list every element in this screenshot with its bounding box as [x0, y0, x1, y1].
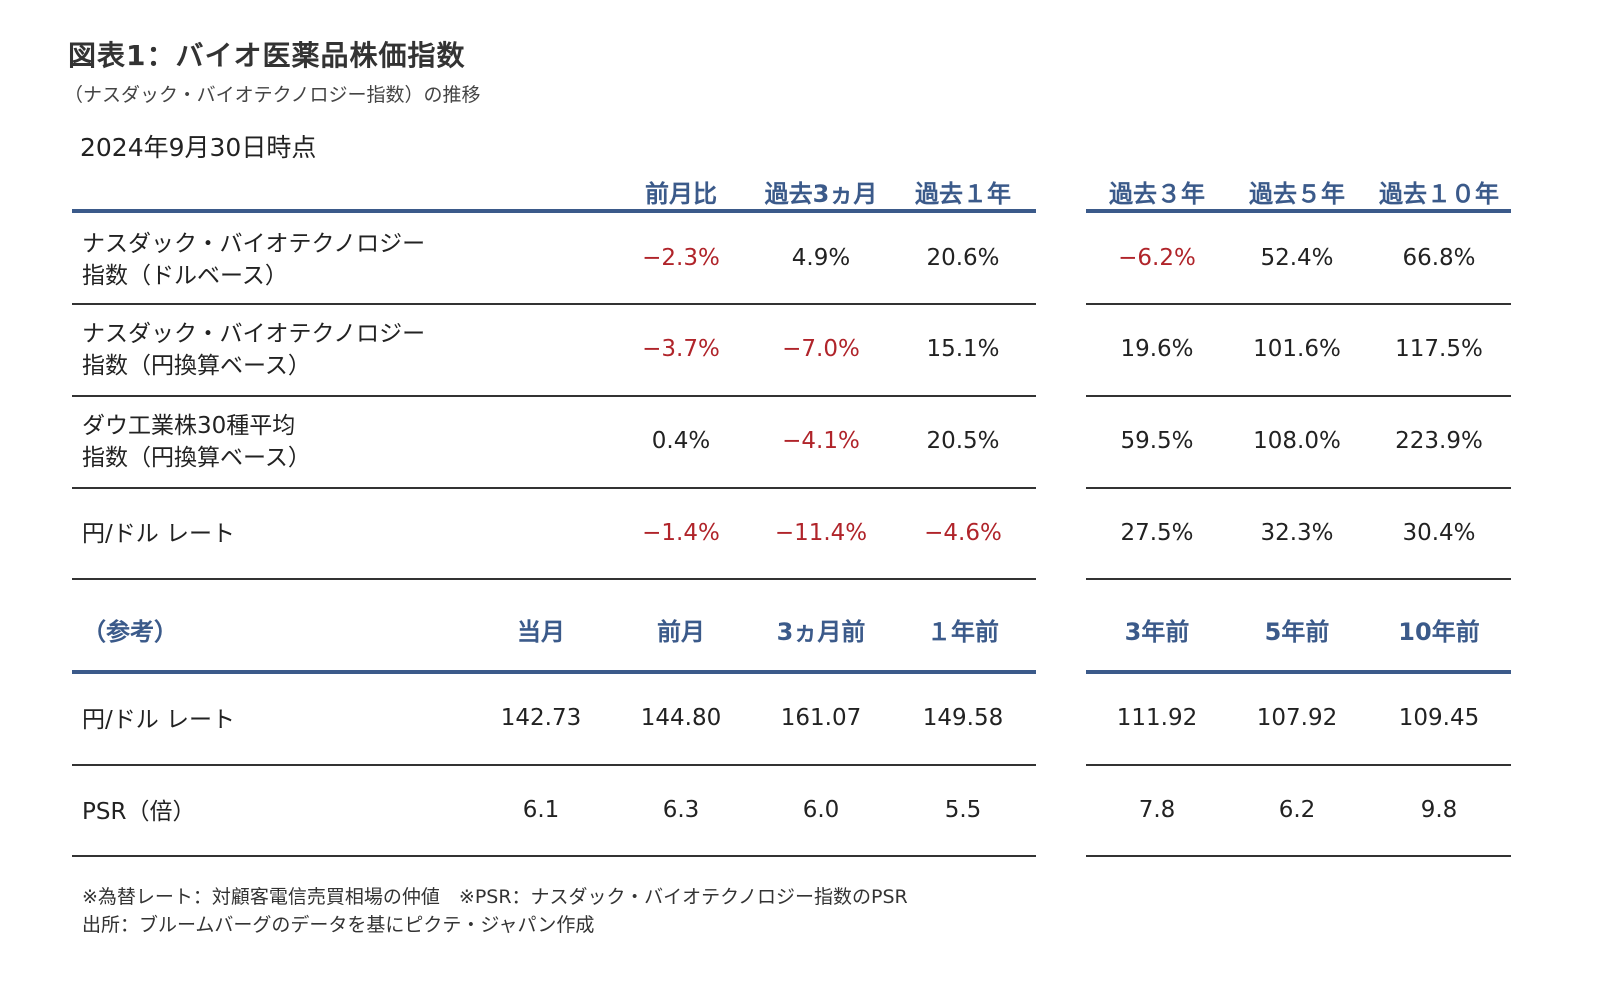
row-divider	[1086, 764, 1511, 766]
page-title: 図表1：バイオ医薬品株価指数	[68, 39, 466, 72]
row-label-usdjpy-level: 円/ドル レート	[82, 707, 236, 733]
header-rule-right	[1086, 670, 1511, 674]
table-cell: 66.8%	[1402, 245, 1476, 271]
table-cell: 101.6%	[1253, 336, 1341, 362]
footnote-line1: ※為替レート：対顧客電信売買相場の仲値 ※PSR：ナスダック・バイオテクノロジー…	[82, 886, 908, 908]
table-cell: 4.9%	[791, 245, 851, 271]
header-5y-ago: 5年前	[1264, 618, 1330, 646]
row-label-line2: 指数（円換算ベース）	[82, 445, 311, 471]
header-10y: 過去１０年	[1379, 180, 1499, 208]
reference-label: （参考）	[82, 618, 178, 646]
table-cell: 52.4%	[1260, 245, 1334, 271]
table-cell: 19.6%	[1120, 336, 1194, 362]
table-cell: 30.4%	[1402, 520, 1476, 546]
header-mom: 前月比	[645, 180, 717, 208]
header-10y-ago: 10年前	[1398, 618, 1480, 646]
table-cell: 0.4%	[651, 428, 711, 454]
header-1y: 過去１年	[915, 180, 1011, 208]
row-label-line2: 指数（ドルベース）	[82, 263, 288, 289]
row-divider	[1086, 578, 1511, 580]
table-cell: 107.92	[1256, 705, 1338, 731]
table-cell: −1.4%	[642, 520, 720, 546]
table-cell: −2.3%	[642, 245, 720, 271]
row-divider	[72, 395, 1036, 397]
row-divider	[72, 764, 1036, 766]
row-label-line1: ナスダック・バイオテクノロジー	[82, 231, 426, 257]
row-divider	[72, 578, 1036, 580]
row-label-line1: ナスダック・バイオテクノロジー	[82, 321, 426, 347]
header-prev-month: 前月	[657, 618, 705, 646]
table-cell: 5.5	[944, 797, 982, 823]
row-label-nbi-jpy: ナスダック・バイオテクノロジー 指数（円換算ベース）	[82, 318, 502, 382]
table-cell: 149.58	[922, 705, 1004, 731]
header-3y: 過去３年	[1109, 180, 1205, 208]
table-cell: −4.6%	[924, 520, 1002, 546]
table-cell: 6.3	[662, 797, 700, 823]
row-label-line1: 円/ドル レート	[82, 521, 236, 547]
header-rule-left	[72, 209, 1036, 213]
table-cell: 108.0%	[1253, 428, 1341, 454]
row-label-line1: ダウ工業株30種平均	[82, 413, 296, 439]
table-cell: 109.45	[1398, 705, 1480, 731]
table-cell: −7.0%	[782, 336, 860, 362]
row-divider	[1086, 303, 1511, 305]
table-cell: 117.5%	[1395, 336, 1483, 362]
table-cell: 15.1%	[926, 336, 1000, 362]
table-cell: −4.1%	[782, 428, 860, 454]
footnote-source: 出所：ブルームバーグのデータを基にピクテ・ジャパン作成	[82, 914, 595, 936]
header-current: 当月	[517, 618, 565, 646]
page-subtitle: （ナスダック・バイオテクノロジー指数）の推移	[64, 84, 481, 106]
table-cell: 20.6%	[926, 245, 1000, 271]
table-cell: 6.2	[1278, 797, 1316, 823]
header-3y-ago: 3年前	[1124, 618, 1190, 646]
table-cell: 111.92	[1116, 705, 1198, 731]
row-divider	[72, 303, 1036, 305]
table-cell: 7.8	[1138, 797, 1176, 823]
table-cell: 59.5%	[1120, 428, 1194, 454]
row-label-psr: PSR（倍）	[82, 799, 196, 825]
header-1y-ago: １年前	[927, 618, 999, 646]
table-cell: 32.3%	[1260, 520, 1334, 546]
row-label-usdjpy: 円/ドル レート	[82, 518, 502, 550]
table-cell: 142.73	[500, 705, 582, 731]
table-cell: 27.5%	[1120, 520, 1194, 546]
header-5y: 過去５年	[1249, 180, 1345, 208]
table-cell: 9.8	[1420, 797, 1458, 823]
header-3m: 過去3ヵ月	[764, 180, 878, 208]
table-cell: 144.80	[640, 705, 722, 731]
row-label-dow-jpy: ダウ工業株30種平均 指数（円換算ベース）	[82, 410, 502, 474]
table-cell: 6.1	[522, 797, 560, 823]
table-cell: −3.7%	[642, 336, 720, 362]
header-3m-ago: 3ヵ月前	[776, 618, 866, 646]
table-cell: −11.4%	[774, 520, 868, 546]
header-rule-right	[1086, 209, 1511, 213]
row-divider	[1086, 487, 1511, 489]
table-cell: 20.5%	[926, 428, 1000, 454]
table-cell: 161.07	[780, 705, 862, 731]
as-of-date: 2024年9月30日時点	[80, 133, 317, 162]
header-rule-left	[72, 670, 1036, 674]
row-divider	[1086, 395, 1511, 397]
table-cell: −6.2%	[1118, 245, 1196, 271]
row-label-nbi-usd: ナスダック・バイオテクノロジー 指数（ドルベース）	[82, 228, 502, 292]
table-cell: 6.0	[802, 797, 840, 823]
row-divider	[72, 487, 1036, 489]
table-cell: 223.9%	[1395, 428, 1483, 454]
row-divider	[72, 855, 1036, 857]
row-divider	[1086, 855, 1511, 857]
row-label-line2: 指数（円換算ベース）	[82, 353, 311, 379]
